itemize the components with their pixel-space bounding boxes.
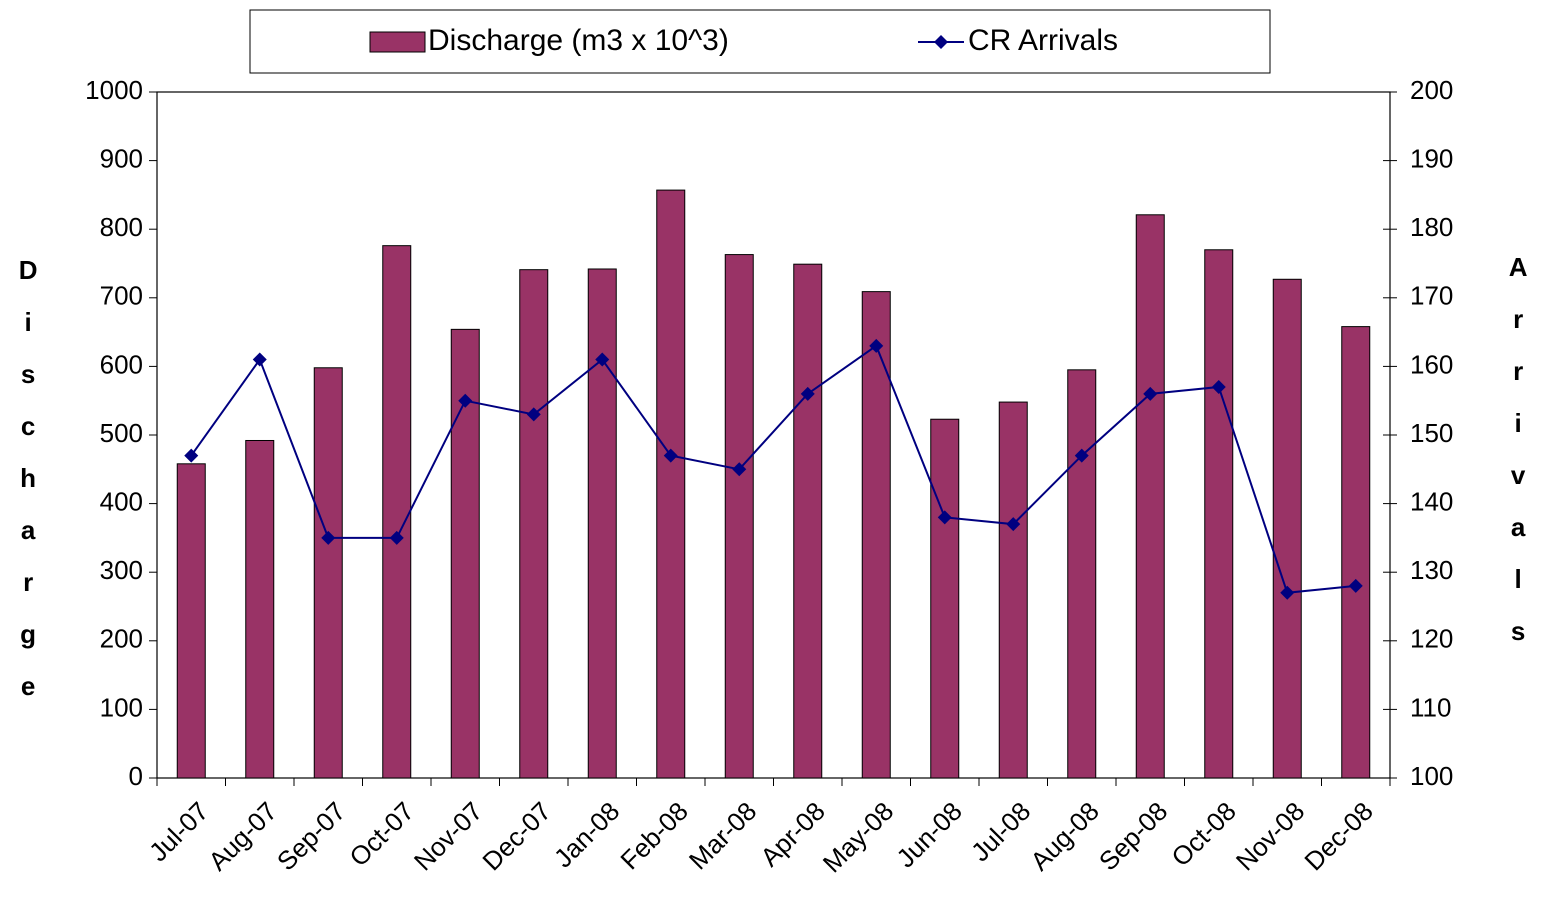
y-tick-label: 600 xyxy=(100,349,143,379)
marker xyxy=(1280,585,1295,600)
x-tick-label: Aug-08 xyxy=(1024,796,1104,876)
marker xyxy=(526,407,541,422)
y-axis-title: Discharge xyxy=(13,255,43,723)
legend-label: Discharge (m3 x 10^3) xyxy=(428,24,729,57)
bar xyxy=(793,263,823,779)
y2-tick-label: 190 xyxy=(1410,143,1453,173)
x-tick-label: Jan-08 xyxy=(548,796,625,873)
marker xyxy=(1074,448,1089,463)
bar xyxy=(382,245,412,779)
y2-axis-title: Arrivals xyxy=(1503,252,1533,668)
legend-swatch xyxy=(369,31,426,53)
bar xyxy=(1204,249,1234,779)
x-tick-label: Sep-08 xyxy=(1093,796,1173,876)
y-tick-label: 500 xyxy=(100,418,143,448)
bar xyxy=(656,189,686,779)
legend-label: CR Arrivals xyxy=(968,24,1118,57)
marker xyxy=(595,352,610,367)
marker xyxy=(389,530,404,545)
bar xyxy=(1067,369,1097,779)
bar xyxy=(1135,214,1165,779)
bar xyxy=(587,268,617,779)
bar xyxy=(245,439,275,779)
y-tick-label: 900 xyxy=(100,143,143,173)
y2-tick-label: 110 xyxy=(1410,692,1451,722)
bar xyxy=(724,254,754,779)
marker xyxy=(732,462,747,477)
legend-marker xyxy=(934,35,948,49)
bar xyxy=(930,418,960,779)
bar xyxy=(1272,278,1302,779)
marker xyxy=(1006,517,1021,532)
bar xyxy=(998,401,1028,779)
x-tick-label: Jun-08 xyxy=(890,796,967,873)
y2-tick-label: 100 xyxy=(1410,761,1453,791)
marker xyxy=(321,530,336,545)
y-tick-label: 100 xyxy=(100,692,143,722)
bar xyxy=(176,463,206,779)
marker xyxy=(663,448,678,463)
bar xyxy=(313,367,343,779)
y-tick-label: 0 xyxy=(129,761,143,791)
y2-tick-label: 150 xyxy=(1410,418,1453,448)
x-tick-label: May-08 xyxy=(817,796,900,879)
x-tick-label: Dec-07 xyxy=(476,796,556,876)
y-tick-label: 700 xyxy=(100,281,143,311)
y2-tick-label: 180 xyxy=(1410,212,1453,242)
y2-tick-label: 120 xyxy=(1410,624,1453,654)
marker xyxy=(252,352,267,367)
marker xyxy=(1348,578,1363,593)
x-tick-label: Mar-08 xyxy=(683,796,762,875)
y2-tick-label: 170 xyxy=(1410,281,1453,311)
x-tick-label: Sep-07 xyxy=(271,796,351,876)
y2-tick-label: 140 xyxy=(1410,486,1453,516)
marker xyxy=(1143,386,1158,401)
y2-tick-label: 200 xyxy=(1410,75,1453,105)
x-tick-label: Aug-07 xyxy=(202,796,282,876)
x-tick-label: Nov-07 xyxy=(408,796,488,876)
y2-tick-label: 160 xyxy=(1410,349,1453,379)
marker xyxy=(869,338,884,353)
marker xyxy=(1211,379,1226,394)
line xyxy=(190,344,1356,594)
y-tick-label: 1000 xyxy=(85,75,143,105)
y-tick-label: 800 xyxy=(100,212,143,242)
marker xyxy=(800,386,815,401)
x-tick-label: Nov-08 xyxy=(1230,796,1310,876)
bar xyxy=(1341,326,1371,779)
y-tick-label: 400 xyxy=(100,486,143,516)
x-tick-label: Oct-07 xyxy=(343,796,419,872)
x-tick-label: Feb-08 xyxy=(614,796,693,875)
marker xyxy=(937,510,952,525)
marker xyxy=(184,448,199,463)
x-tick-label: Dec-08 xyxy=(1298,796,1378,876)
x-tick-label: Oct-08 xyxy=(1165,796,1241,872)
y2-tick-label: 130 xyxy=(1410,555,1453,585)
y-tick-label: 300 xyxy=(100,555,143,585)
marker xyxy=(458,393,473,408)
y-tick-label: 200 xyxy=(100,624,143,654)
bar xyxy=(861,291,891,779)
bar xyxy=(519,269,549,779)
